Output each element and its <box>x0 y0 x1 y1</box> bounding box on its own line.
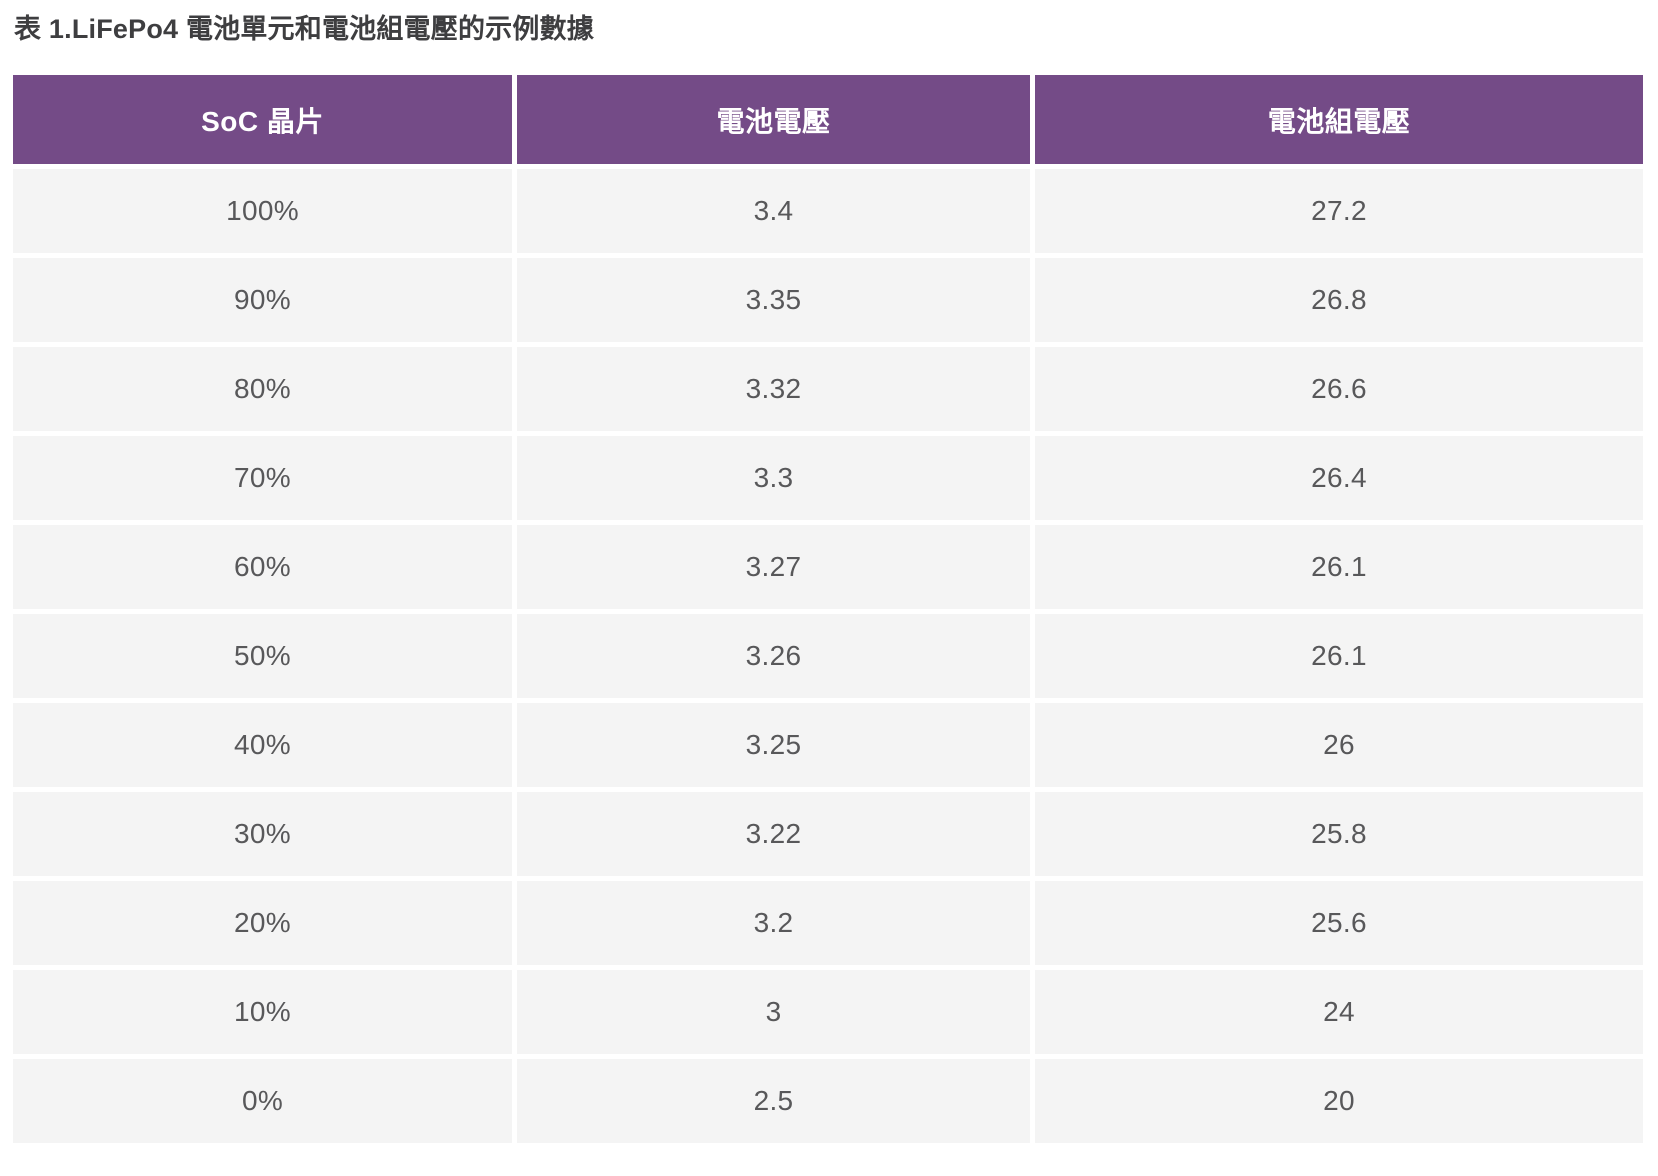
table-cell-pack-voltage: 26.1 <box>1035 525 1643 609</box>
table-cell-soc: 60% <box>13 525 512 609</box>
table-cell-cell-voltage: 2.5 <box>517 1059 1030 1143</box>
table-cell-cell-voltage: 3.3 <box>517 436 1030 520</box>
table-cell-cell-voltage: 3.26 <box>517 614 1030 698</box>
table-cell-pack-voltage: 25.6 <box>1035 881 1643 965</box>
table-cell-cell-voltage: 3 <box>517 970 1030 1054</box>
table-cell-soc: 20% <box>13 881 512 965</box>
table-cell-soc: 90% <box>13 258 512 342</box>
table-cell-pack-voltage: 24 <box>1035 970 1643 1054</box>
table-cell-cell-voltage: 3.25 <box>517 703 1030 787</box>
header-cell-soc: SoC 晶片 <box>13 75 512 164</box>
page: 表 1.LiFePo4 電池單元和電池組電壓的示例數據 SoC 晶片 電池電壓 … <box>0 12 1658 1176</box>
table-cell-cell-voltage: 3.2 <box>517 881 1030 965</box>
table-cell-cell-voltage: 3.35 <box>517 258 1030 342</box>
table-cell-pack-voltage: 26.8 <box>1035 258 1643 342</box>
table-cell-soc: 40% <box>13 703 512 787</box>
table-cell-soc: 100% <box>13 169 512 253</box>
table-cell-pack-voltage: 26.1 <box>1035 614 1643 698</box>
table-cell-soc: 10% <box>13 970 512 1054</box>
table-cell-cell-voltage: 3.22 <box>517 792 1030 876</box>
table-cell-soc: 80% <box>13 347 512 431</box>
table-cell-soc: 50% <box>13 614 512 698</box>
table-cell-pack-voltage: 25.8 <box>1035 792 1643 876</box>
header-cell-pack-voltage: 電池組電壓 <box>1035 75 1643 164</box>
table-cell-cell-voltage: 3.4 <box>517 169 1030 253</box>
table-cell-pack-voltage: 26.4 <box>1035 436 1643 520</box>
table-cell-soc: 30% <box>13 792 512 876</box>
table-cell-cell-voltage: 3.27 <box>517 525 1030 609</box>
table-cell-soc: 0% <box>13 1059 512 1143</box>
table-cell-cell-voltage: 3.32 <box>517 347 1030 431</box>
table-cell-soc: 70% <box>13 436 512 520</box>
table-title: 表 1.LiFePo4 電池單元和電池組電壓的示例數據 <box>14 14 594 44</box>
header-cell-cell-voltage: 電池電壓 <box>517 75 1030 164</box>
table-cell-pack-voltage: 26 <box>1035 703 1643 787</box>
table-cell-pack-voltage: 27.2 <box>1035 169 1643 253</box>
data-table: SoC 晶片 電池電壓 電池組電壓 100% 3.4 27.2 90% 3.35… <box>13 75 1643 1143</box>
table-cell-pack-voltage: 26.6 <box>1035 347 1643 431</box>
table-cell-pack-voltage: 20 <box>1035 1059 1643 1143</box>
